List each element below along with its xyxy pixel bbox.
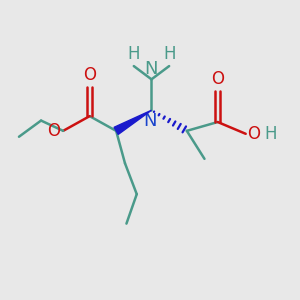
Polygon shape bbox=[114, 110, 152, 134]
Text: O: O bbox=[211, 70, 224, 88]
Text: H: H bbox=[163, 44, 175, 62]
Text: O: O bbox=[83, 66, 96, 84]
Text: N: N bbox=[145, 60, 158, 78]
Text: H: H bbox=[128, 44, 140, 62]
Text: N: N bbox=[143, 112, 157, 130]
Text: O: O bbox=[47, 122, 60, 140]
Text: H: H bbox=[265, 125, 277, 143]
Text: O: O bbox=[247, 125, 260, 143]
